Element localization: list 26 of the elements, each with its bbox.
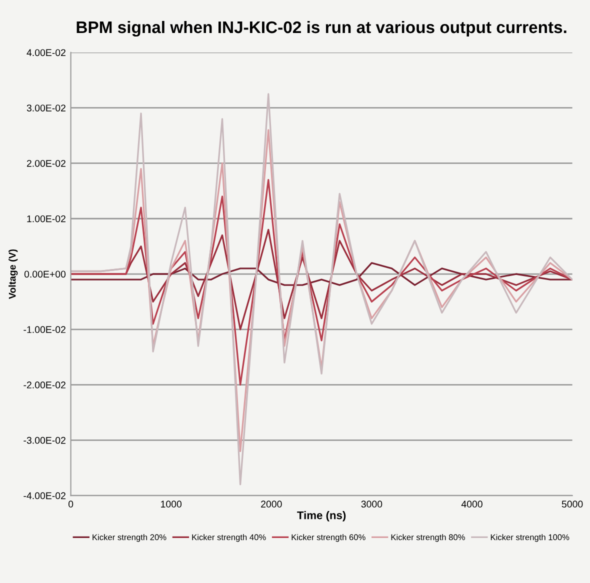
x-tick-label: 4000: [461, 500, 482, 508]
y-tick-label: -2.00E-02: [24, 382, 66, 388]
x-tick-label: 0: [68, 500, 74, 508]
y-tick-label: 2.00E-02: [26, 160, 66, 167]
y-tick-label: 4.00E-02: [26, 49, 66, 56]
x-tick-label: 1000: [161, 500, 182, 508]
legend-label: Kicker strength 80%: [391, 534, 465, 542]
y-axis-title: Voltage (V): [8, 249, 18, 299]
x-tick-label: 3000: [361, 500, 382, 508]
legend-label: Kicker strength 20%: [92, 534, 166, 542]
x-tick-label: 5000: [562, 500, 583, 508]
line-series: [70, 262, 572, 286]
legend-label: Kicker strength 60%: [292, 534, 366, 542]
line-series: [70, 179, 572, 386]
y-tick-label: -3.00E-02: [24, 436, 66, 444]
y-tick-label: 3.00E-02: [26, 104, 66, 112]
legend-label: Kicker strength 100%: [490, 534, 570, 542]
y-tick-label: -4.00E-02: [24, 492, 66, 500]
chart-title: BPM signal when INJ-KIC-02 is run at various output currents.: [76, 20, 566, 37]
y-tick-label: -1.00E-02: [24, 326, 66, 334]
y-tick-label: 1.00E-02: [27, 215, 66, 222]
legend-label: Kicker strength 40%: [192, 534, 266, 542]
line-series: [70, 93, 572, 486]
x-tick-label: 2000: [261, 500, 282, 508]
y-tick-label: 0.00E+00: [24, 270, 66, 278]
x-axis-title: Time (ns): [297, 511, 346, 522]
